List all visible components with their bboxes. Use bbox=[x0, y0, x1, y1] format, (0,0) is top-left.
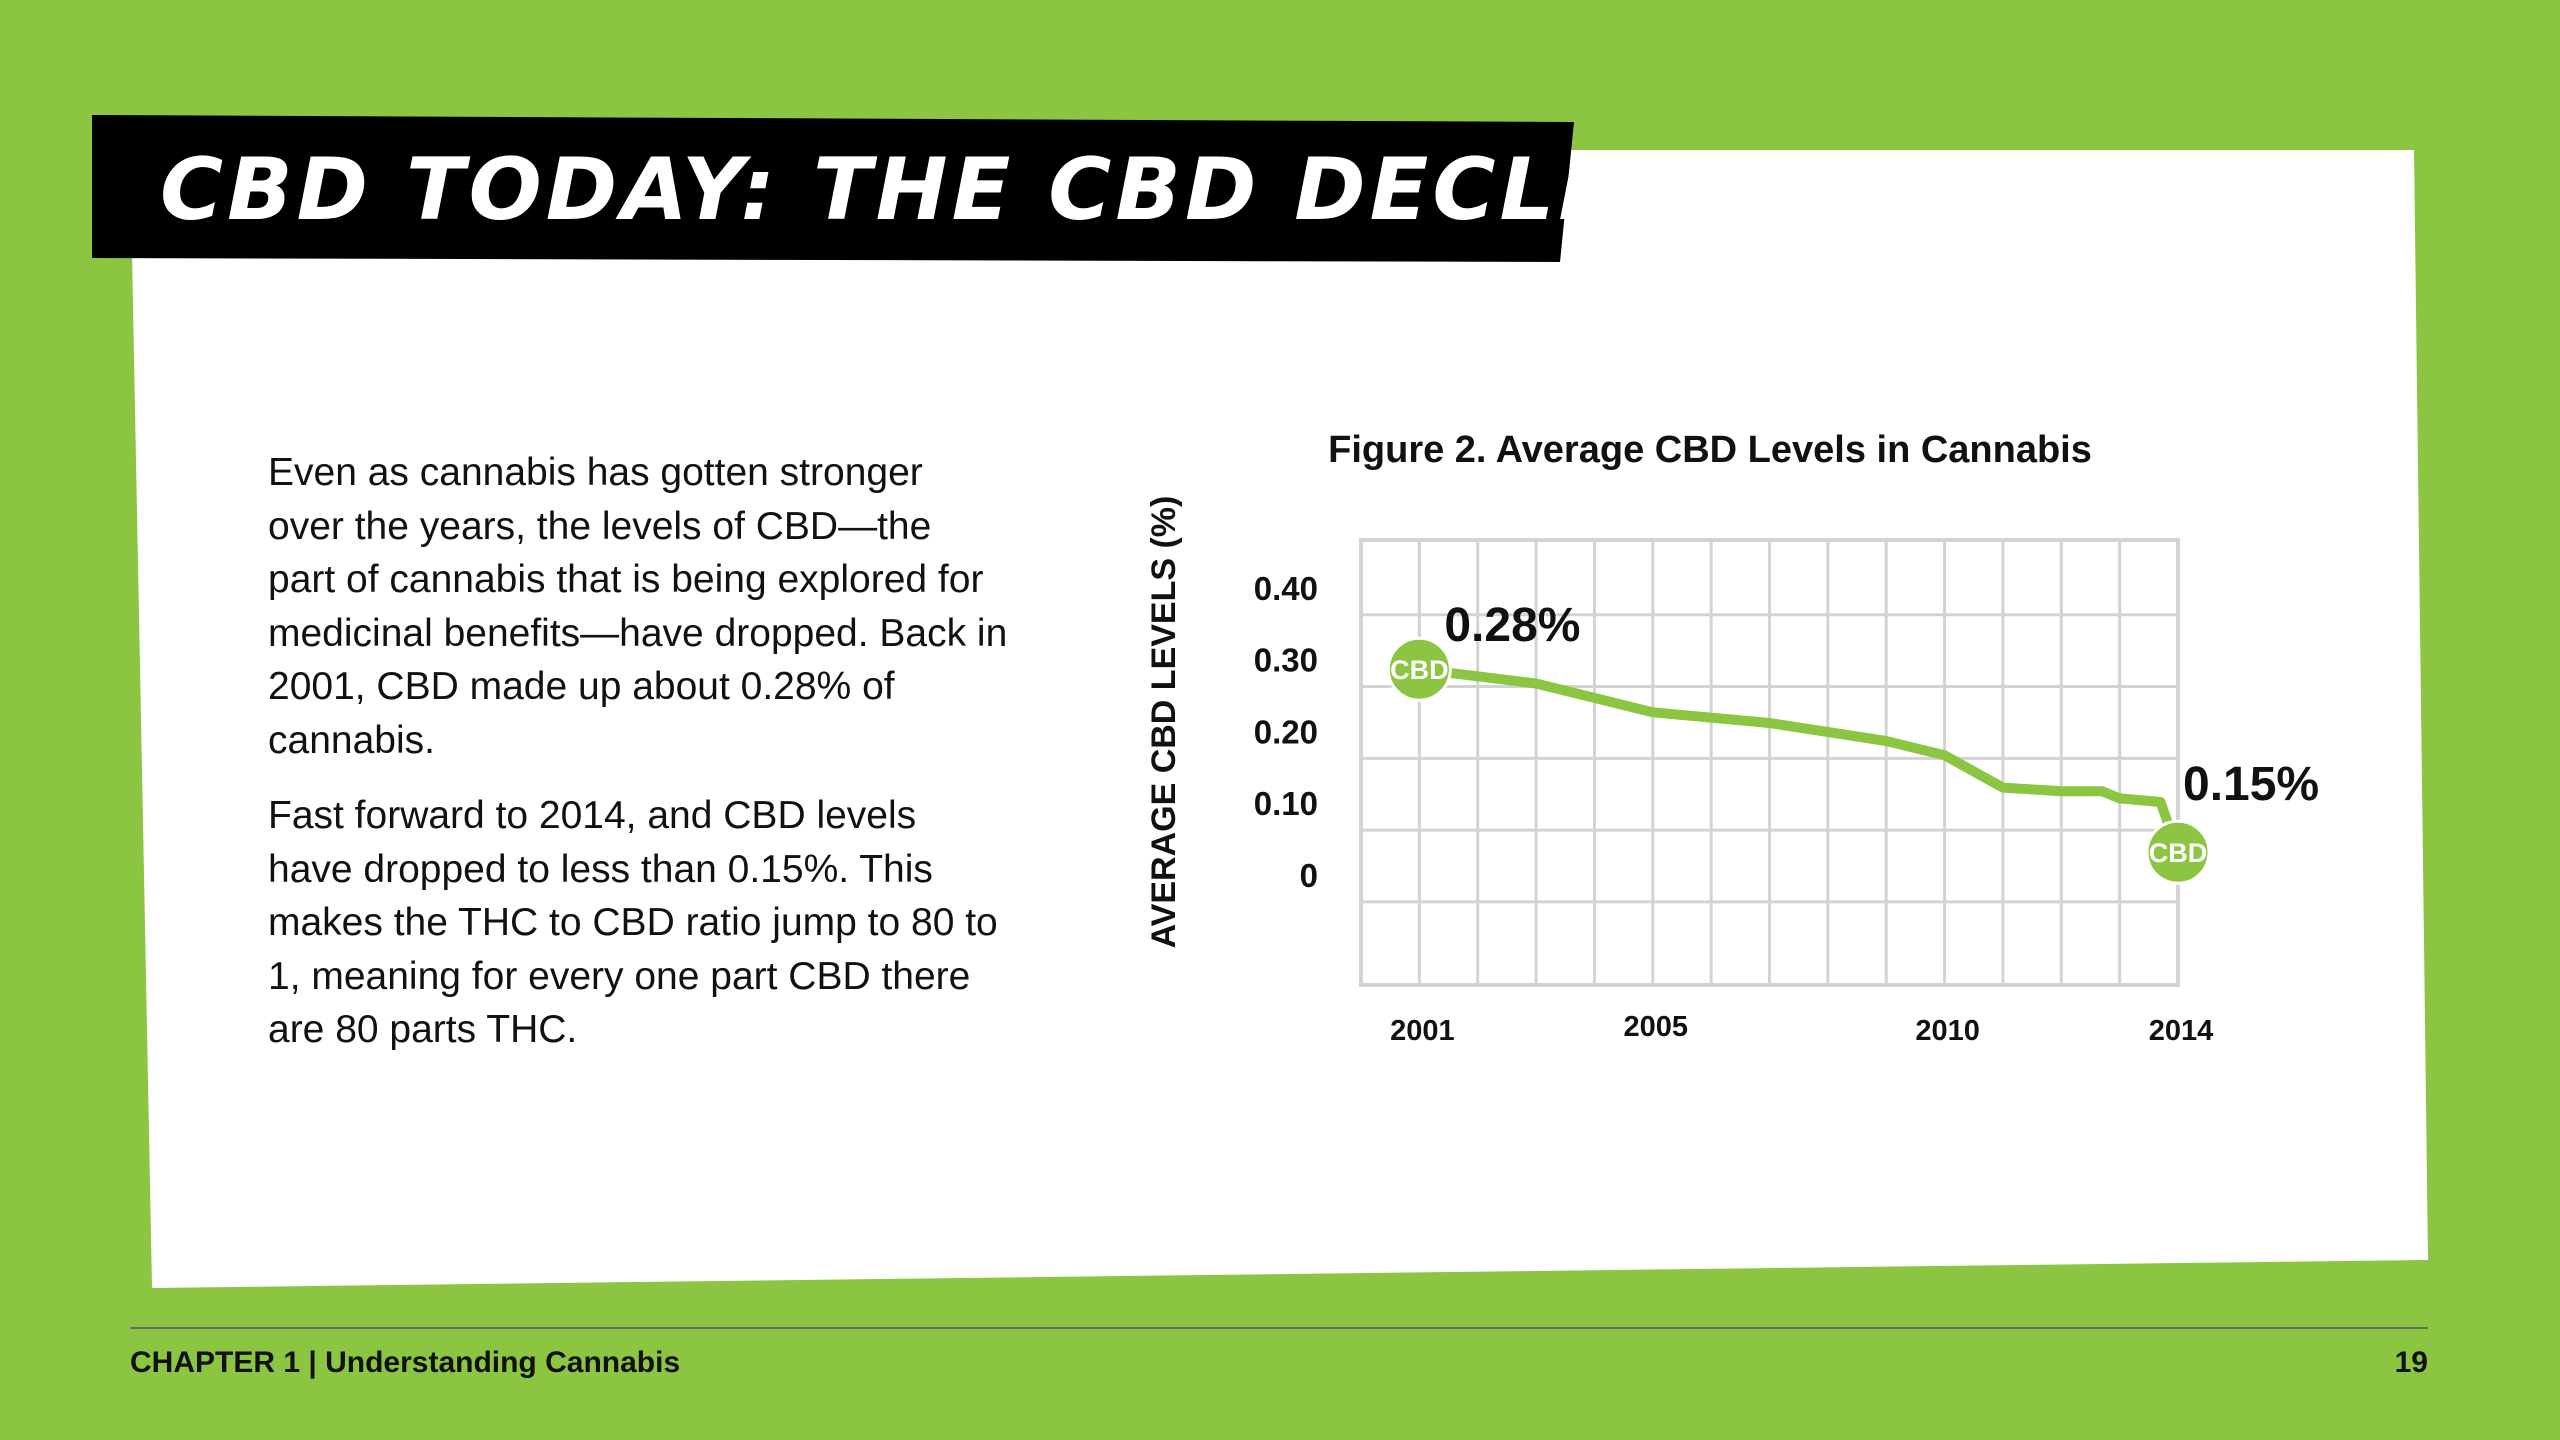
series-line-cbd bbox=[1414, 664, 2183, 858]
y-tick-label: 0.40 bbox=[1254, 570, 1318, 607]
x-axis-ticks: 2001 2005 2010 2014 bbox=[1390, 1011, 2213, 1047]
y-axis-ticks: 0.40 0.30 0.20 0.10 0 bbox=[1254, 570, 1318, 894]
cbd-marker-label: CBD bbox=[1390, 655, 1449, 685]
chart-title: Figure 2. Average CBD Levels in Cannabis bbox=[1328, 429, 2092, 471]
data-label: 0.28% bbox=[1444, 599, 1580, 652]
paragraph-1: Even as cannabis has gotten stronger ove… bbox=[268, 451, 1008, 762]
cbd-marker-label: CBD bbox=[2149, 838, 2208, 868]
cbd-marker bbox=[1386, 636, 1452, 702]
y-axis-label: AVERAGE CBD LEVELS (%) bbox=[1145, 496, 1183, 949]
footer-divider bbox=[130, 1327, 2428, 1329]
x-tick-label: 2005 bbox=[1624, 1011, 1689, 1043]
y-tick-label: 0.10 bbox=[1254, 785, 1318, 822]
footer-chapter: CHAPTER 1 | Understanding Cannabis bbox=[130, 1346, 681, 1379]
chart-grid bbox=[1359, 538, 2180, 987]
y-tick-label: 0.20 bbox=[1254, 713, 1318, 750]
y-tick-label: 0.30 bbox=[1254, 642, 1318, 679]
x-tick-label: 2001 bbox=[1390, 1015, 1455, 1047]
paragraph-2: Fast forward to 2014, and CBD levels hav… bbox=[268, 794, 998, 1051]
y-tick-label: 0 bbox=[1300, 857, 1318, 894]
cbd-marker bbox=[2145, 819, 2211, 885]
series-layer bbox=[1414, 664, 2183, 858]
page-title: CBD TODAY: THE CBD DECLINE bbox=[160, 140, 1734, 240]
x-tick-label: 2014 bbox=[2149, 1015, 2214, 1047]
x-tick-label: 2010 bbox=[1915, 1015, 1980, 1047]
page-number: 19 bbox=[2394, 1346, 2428, 1379]
body-copy: Even as cannabis has gotten stronger ove… bbox=[268, 446, 1008, 1079]
data-label: 0.15% bbox=[2183, 758, 2319, 811]
